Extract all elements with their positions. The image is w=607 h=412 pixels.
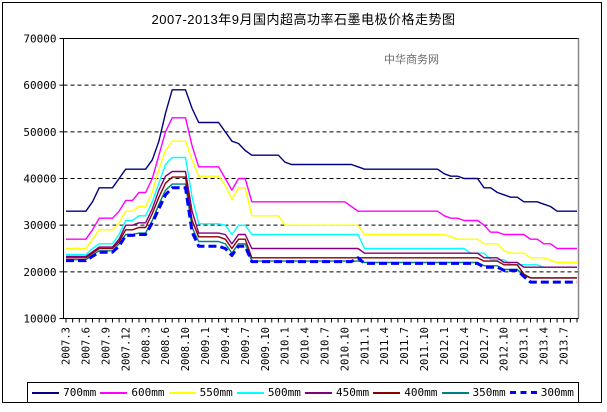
legend-label: 450mm — [336, 386, 370, 399]
legend-line-350mm — [441, 391, 469, 394]
x-axis-label: 2009.4 — [220, 327, 232, 365]
legend-line-550mm — [168, 391, 196, 394]
series-line-500mm — [66, 156, 577, 268]
legend-label: 600mm — [131, 386, 165, 399]
series-line-300mm — [66, 186, 577, 284]
series-line-400mm — [66, 176, 577, 279]
series-line-350mm — [66, 183, 577, 279]
y-axis-label: 70000 — [23, 33, 56, 46]
x-axis-label: 2013.7 — [558, 327, 570, 365]
legend-line-450mm — [305, 391, 333, 394]
x-axis-label: 2013.1 — [519, 327, 531, 365]
legend-line-400mm — [373, 391, 401, 394]
legend-line-700mm — [32, 391, 60, 394]
x-axis-label: 2007.12 — [120, 327, 132, 371]
chart-title: 2007-2013年9月国内超高功率石墨电极价格走势图 — [151, 12, 456, 27]
x-axis-label: 2010.7 — [319, 327, 331, 365]
legend-item-550mm: 550mm — [168, 386, 233, 399]
legend-line-500mm — [236, 391, 264, 394]
legend-line-600mm — [100, 391, 128, 394]
legend-label: 400mm — [404, 386, 438, 399]
x-axis-label: 2009.7 — [240, 327, 252, 365]
series-line-450mm — [66, 170, 577, 268]
x-axis-label: 2008.10 — [180, 327, 192, 371]
x-axis-label: 2011.4 — [379, 327, 391, 365]
legend-label: 300mm — [540, 386, 574, 399]
x-axis-label: 2010.10 — [339, 327, 351, 371]
x-axis-label: 2011.1 — [359, 327, 371, 365]
y-axis-label: 60000 — [23, 79, 56, 92]
legend-item-700mm: 700mm — [32, 386, 96, 399]
x-axis-label: 2012.10 — [499, 327, 511, 371]
x-axis-label: 2008.6 — [160, 327, 172, 365]
x-axis-label: 2009.10 — [260, 327, 272, 371]
series-line-700mm — [66, 89, 577, 212]
x-axis-label: 2013.4 — [538, 327, 550, 365]
series-line-600mm — [66, 117, 577, 250]
x-axis-label: 2009.1 — [200, 327, 212, 365]
watermark-text: 中华商务网 — [384, 54, 439, 66]
legend: 700mm 600mm 550mm 500mm 450mm 400mm 350mm 300mm — [27, 382, 579, 403]
x-axis-label: 2011.7 — [399, 327, 411, 365]
legend-label: 550mm — [199, 386, 233, 399]
legend-item-450mm: 450mm — [305, 386, 369, 399]
x-axis-label: 2012.4 — [459, 327, 471, 365]
legend-item-400mm: 400mm — [373, 386, 437, 399]
y-axis-label: 40000 — [23, 173, 56, 186]
y-axis-label: 10000 — [23, 313, 56, 326]
x-axis-label: 2012.1 — [439, 327, 451, 365]
y-axis-label: 50000 — [23, 126, 56, 139]
legend-item-300mm: 300mm — [509, 386, 574, 399]
legend-item-500mm: 500mm — [236, 386, 301, 399]
x-axis-label: 2008.3 — [140, 327, 152, 365]
legend-line-300mm — [509, 391, 537, 394]
legend-item-350mm: 350mm — [441, 386, 506, 399]
x-axis-label: 2007.9 — [100, 327, 112, 365]
y-axis-label: 30000 — [23, 219, 56, 232]
series-line-550mm — [66, 140, 577, 264]
legend-item-600mm: 600mm — [100, 386, 164, 399]
x-axis-label: 2007.3 — [61, 327, 73, 365]
x-axis-label: 2012.7 — [479, 327, 491, 365]
y-axis-label: 20000 — [23, 266, 56, 279]
legend-label: 500mm — [267, 386, 301, 399]
legend-label: 700mm — [63, 386, 97, 399]
x-axis-label: 2010.4 — [300, 327, 312, 365]
x-axis-label: 2010.1 — [280, 327, 292, 365]
x-axis-label: 2007.6 — [81, 327, 93, 365]
legend-label: 350mm — [472, 386, 506, 399]
x-axis-label: 2011.10 — [419, 327, 431, 371]
